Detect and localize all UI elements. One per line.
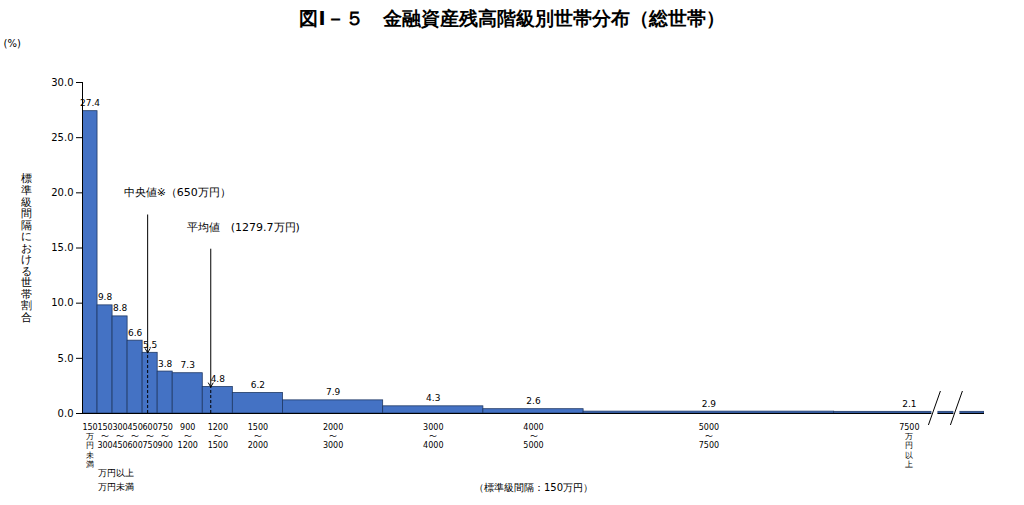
svg-text:6.2: 6.2 <box>251 380 265 390</box>
svg-text:7.3: 7.3 <box>181 360 195 370</box>
html-text:図Ⅰ－５ 金融資産残高階級別世帯分布（総世帯）: 図Ⅰ－５ 金融資産残高階級別世帯分布（総世帯） <box>299 7 725 29</box>
svg-text:30.0: 30.0 <box>51 77 73 88</box>
svg-text:6.6: 6.6 <box>128 328 143 338</box>
svg-text:7500万円以上: 7500万円以上 <box>899 423 919 469</box>
svg-text:300〜450: 300〜450 <box>112 423 127 450</box>
svg-text:2.6: 2.6 <box>526 396 541 406</box>
svg-text:750〜900: 750〜900 <box>158 423 173 450</box>
svg-text:中央値※（650万円）: 中央値※（650万円） <box>124 186 231 199</box>
svg-text:標準級間隔における世帯割合: 標準級間隔における世帯割合 <box>21 172 32 324</box>
svg-text:万円以上: 万円以上 <box>98 468 134 478</box>
svg-text:2.1: 2.1 <box>902 399 916 409</box>
svg-text:450〜600: 450〜600 <box>127 423 142 450</box>
svg-text:9.8: 9.8 <box>98 292 113 302</box>
svg-text:600〜750: 600〜750 <box>143 423 158 450</box>
svg-text:27.4: 27.4 <box>80 98 100 108</box>
svg-text:5000〜7500: 5000〜7500 <box>699 423 719 450</box>
svg-text:150万円未満: 150万円未満 <box>82 423 97 469</box>
svg-text:2.9: 2.9 <box>702 399 717 409</box>
svg-text:4000〜5000: 4000〜5000 <box>523 423 543 450</box>
svg-text:8.8: 8.8 <box>113 303 128 313</box>
svg-text:4.8: 4.8 <box>211 374 226 384</box>
svg-text:3000〜4000: 3000〜4000 <box>423 423 443 450</box>
svg-text:20.0: 20.0 <box>51 187 73 198</box>
svg-text:（標準級間隔：150万円）: （標準級間隔：150万円） <box>474 482 593 493</box>
svg-text:900〜1200: 900〜1200 <box>178 423 198 450</box>
svg-text:5.5: 5.5 <box>143 340 157 350</box>
svg-text:4.3: 4.3 <box>426 393 440 403</box>
svg-text:1500〜2000: 1500〜2000 <box>248 423 268 450</box>
svg-text:(%): (%) <box>4 38 21 49</box>
svg-text:万円未満: 万円未満 <box>98 482 134 492</box>
svg-text:0.0: 0.0 <box>58 408 74 419</box>
svg-text:平均値 (1279.7万円): 平均値 (1279.7万円) <box>187 221 300 234</box>
svg-text:2000〜3000: 2000〜3000 <box>323 423 343 450</box>
svg-text:1200〜1500: 1200〜1500 <box>208 423 228 450</box>
svg-text:3.8: 3.8 <box>158 359 173 369</box>
svg-text:15.0: 15.0 <box>51 242 73 253</box>
svg-text:7.9: 7.9 <box>326 387 341 397</box>
svg-text:10.0: 10.0 <box>51 297 73 308</box>
svg-text:25.0: 25.0 <box>51 132 73 143</box>
svg-text:150〜300: 150〜300 <box>97 423 112 450</box>
svg-text:5.0: 5.0 <box>58 353 74 364</box>
